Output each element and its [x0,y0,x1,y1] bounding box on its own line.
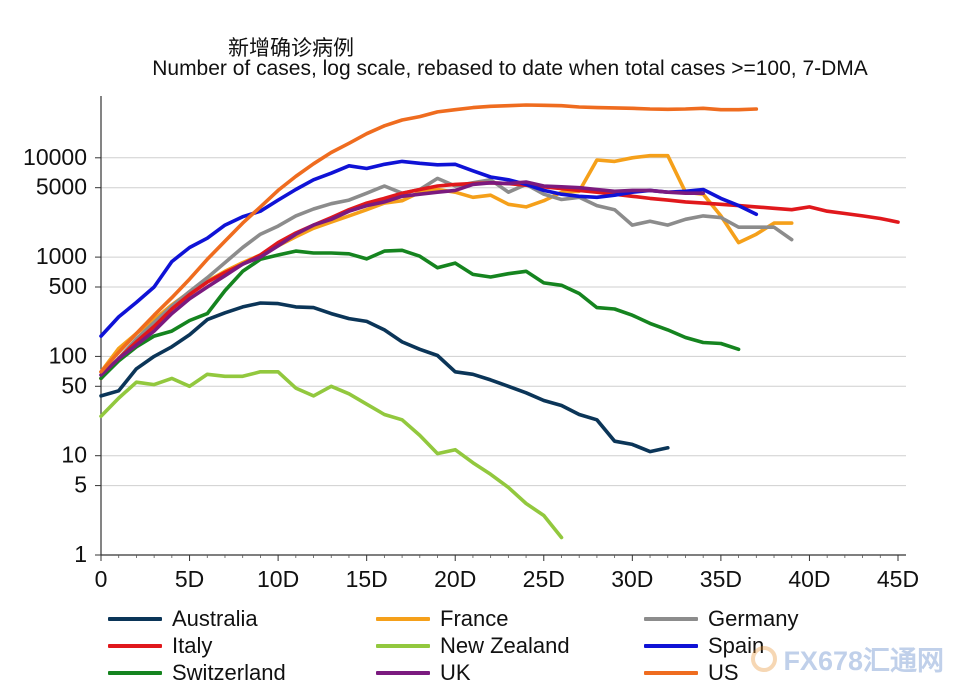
x-tick-label: 45D [877,566,919,592]
watermark-text: FX678汇通网 [783,646,944,676]
legend-label: Australia [172,605,258,631]
x-tick-label: 30D [611,566,653,592]
x-tick-label: 35D [700,566,742,592]
series-line-us [99,103,759,374]
x-tick-label: 20D [434,566,476,592]
series-line-new-zealand [99,369,564,540]
series-line-germany [99,176,794,381]
legend-label: US [708,659,739,685]
legend-swatch [644,670,698,675]
y-tick-label: 5 [74,472,87,498]
x-tick-label: 5D [175,566,204,592]
legend-label: Switzerland [172,659,286,685]
y-tick-label: 5000 [36,174,87,200]
legend-label: Italy [172,632,213,658]
x-tick-label: 25D [523,566,565,592]
y-tick-label: 500 [49,273,87,299]
x-tick-label: 10D [257,566,299,592]
legend-swatch [108,643,162,648]
chart-title: 新增确诊病例 [228,36,354,60]
legend-item-australia: Australia [108,606,376,631]
series-line-australia [99,301,670,454]
legend-item-spain: Spain [644,633,912,658]
legend-swatch [108,616,162,621]
chart-subtitle: Number of cases, log scale, rebased to d… [152,57,868,80]
legend-swatch [376,616,430,621]
series-line-switzerland [99,248,741,381]
legend-label: New Zealand [440,632,570,658]
legend-item-us: US [644,660,912,685]
y-tick-label: 10000 [23,144,87,170]
legend-label: Germany [708,605,799,631]
y-tick-label: 1 [74,541,87,567]
legend-swatch [108,670,162,675]
series-line-uk [99,180,706,377]
watermark: FX678汇通网 [751,639,944,678]
legend-item-uk: UK [376,660,644,685]
watermark-logo-icon [751,645,778,672]
legend-item-france: France [376,606,644,631]
y-tick-label: 50 [61,372,87,398]
y-tick-label: 100 [49,342,87,368]
legend-swatch [644,643,698,648]
gridlines [101,157,906,487]
legend-swatch [376,643,430,648]
legend-item-italy: Italy [108,633,376,658]
series-lines [99,103,900,540]
legend-item-germany: Germany [644,606,912,631]
legend-swatch [376,670,430,675]
axes: 1 5 10 50 100 500 1000 5000 10000 0 5D 10D 15D 20D 25D… [23,96,919,592]
legend-item-new-zealand: New Zealand [376,633,644,658]
x-tick-label: 0 [95,566,108,592]
x-tick-label: 15D [346,566,388,592]
legend: Australia France Germany Italy New Zealand Sp… [108,606,948,685]
y-tick-label: 1000 [36,243,87,269]
legend-item-switzerland: Switzerland [108,660,376,685]
legend-label: France [440,605,509,631]
legend-label: UK [440,659,471,685]
x-tick-label: 40D [788,566,830,592]
legend-swatch [644,616,698,621]
y-tick-label: 10 [61,442,87,468]
